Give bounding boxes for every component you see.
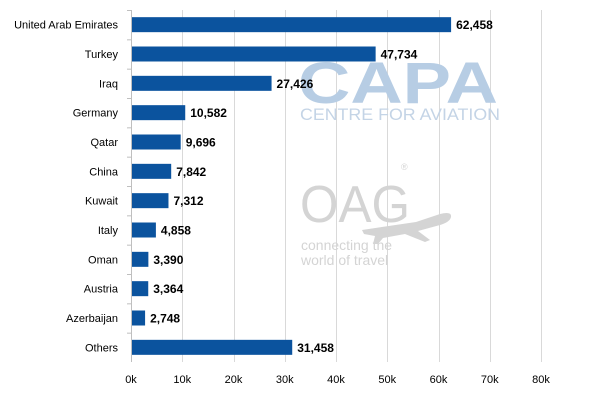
- bar: [132, 134, 181, 150]
- data-label: 7,842: [176, 165, 206, 179]
- category-label: Turkey: [85, 49, 119, 61]
- bar: [132, 251, 149, 267]
- category-label: Italy: [98, 225, 119, 237]
- category-label: Oman: [88, 254, 118, 266]
- category-label: Others: [85, 342, 119, 354]
- capa-subtitle: CENTRE FOR AVIATION: [300, 105, 500, 124]
- bar: [132, 193, 169, 209]
- oag-tagline-line2: world of travel: [300, 252, 388, 268]
- gridlines: [182, 10, 542, 362]
- bar: [132, 339, 293, 355]
- data-label: 4,858: [161, 224, 191, 238]
- data-label: 10,582: [190, 106, 227, 120]
- category-label: Kuwait: [85, 196, 118, 208]
- data-label: 3,364: [153, 282, 183, 296]
- capa-logo: CAPA: [298, 51, 498, 116]
- x-tick-label: 20k: [225, 374, 243, 386]
- x-tick-label: 50k: [378, 374, 396, 386]
- x-tick-label: 70k: [481, 374, 499, 386]
- oag-tagline-line1: connecting the: [301, 237, 392, 253]
- data-label: 3,390: [153, 253, 183, 267]
- x-tick-label: 10k: [173, 374, 191, 386]
- category-label: United Arab Emirates: [14, 20, 118, 32]
- value-labels: 62,458 47,734 27,426 10,582 9,696 7,842 7,312 4…: [150, 18, 493, 355]
- bar: [132, 75, 272, 91]
- bar: [132, 163, 172, 179]
- category-label: Azerbaijan: [66, 313, 118, 325]
- category-label: Germany: [73, 108, 119, 120]
- bar: [132, 46, 376, 62]
- registered-mark-icon: ®: [401, 162, 408, 172]
- bar: [132, 17, 452, 33]
- bar: [132, 222, 156, 238]
- category-label: Iraq: [99, 78, 118, 90]
- x-tick-label: 0k: [125, 374, 137, 386]
- data-label: 31,458: [297, 341, 334, 355]
- bar: [132, 105, 186, 121]
- data-label: 2,748: [150, 312, 180, 326]
- x-tick-label: 30k: [276, 374, 294, 386]
- data-label: 27,426: [277, 77, 314, 91]
- category-label: Austria: [84, 284, 119, 296]
- airplane-icon: [362, 213, 452, 244]
- bar: [132, 281, 149, 297]
- bar: [132, 310, 146, 326]
- data-label: 47,734: [381, 48, 418, 62]
- category-label: China: [89, 166, 119, 178]
- x-tick-label: 60k: [430, 374, 448, 386]
- data-label: 9,696: [186, 136, 216, 150]
- category-labels: United Arab Emirates Turkey Iraq Germany Qat…: [14, 20, 119, 355]
- watermarks: CAPA CENTRE FOR AVIATION OAG ® connectin…: [298, 51, 500, 268]
- data-label: 7,312: [173, 194, 203, 208]
- x-axis: 0k 10k 20k 30k 40k 50k 60k 70k 80k: [125, 10, 550, 386]
- bars: [132, 17, 452, 355]
- oag-logo: OAG: [300, 176, 410, 234]
- x-tick-label: 40k: [327, 374, 345, 386]
- category-label: Qatar: [90, 137, 118, 149]
- data-label: 62,458: [456, 18, 493, 32]
- x-tick-label: 80k: [532, 374, 550, 386]
